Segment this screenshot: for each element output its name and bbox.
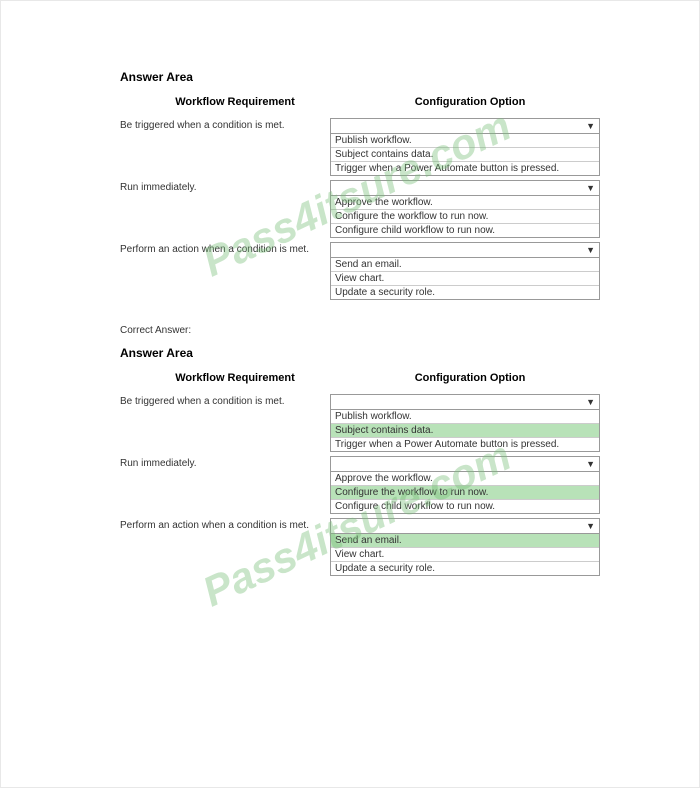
outer-border [0, 0, 700, 788]
